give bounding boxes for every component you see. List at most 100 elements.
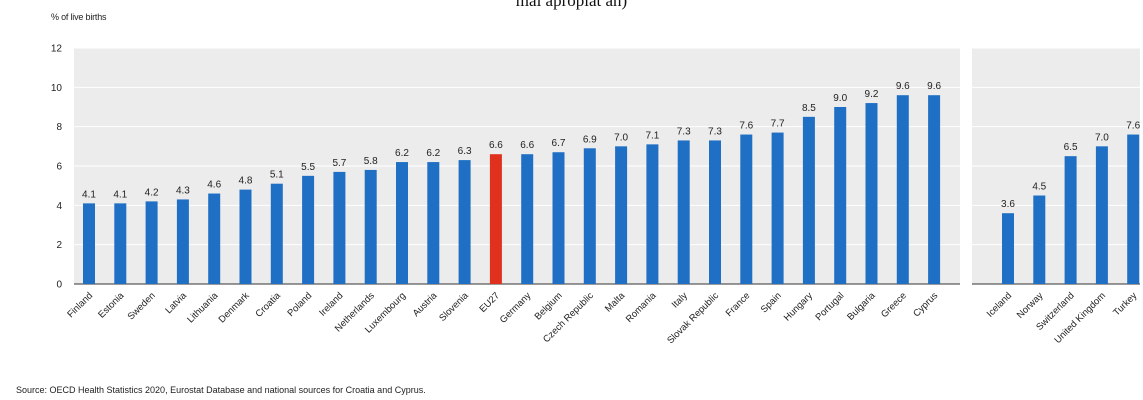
bar-poland xyxy=(302,175,315,284)
bar-greece xyxy=(896,95,909,284)
category-label: Ireland xyxy=(317,290,345,318)
bar-sweden xyxy=(145,201,158,284)
bar-lithuania xyxy=(208,193,221,284)
data-label: 7.1 xyxy=(645,130,659,141)
data-label: 3.6 xyxy=(1001,199,1015,210)
bar-eu27 xyxy=(489,154,502,284)
data-label: 4.5 xyxy=(1032,182,1046,193)
data-label: 7.6 xyxy=(739,121,753,132)
bar-turkey xyxy=(1127,134,1140,284)
bar-switzerland xyxy=(1064,156,1077,284)
category-label: Malta xyxy=(603,290,628,315)
category-label: Norway xyxy=(1015,290,1046,321)
data-label: 6.9 xyxy=(583,134,597,145)
y-tick-label: 2 xyxy=(56,240,62,251)
bar-iceland xyxy=(1002,213,1014,284)
bar-france xyxy=(740,134,753,284)
bar-italy xyxy=(677,140,690,284)
bar-czech-republic xyxy=(583,148,596,284)
category-label: Germany xyxy=(498,290,534,326)
data-label: 4.1 xyxy=(82,189,96,200)
bar-cyprus xyxy=(928,95,941,284)
category-label: EU27 xyxy=(477,290,502,315)
data-label: 8.5 xyxy=(802,103,816,114)
y-tick-label: 4 xyxy=(56,201,62,212)
category-label: Austria xyxy=(411,290,440,319)
category-label: Romania xyxy=(624,290,659,325)
bar-bulgaria xyxy=(865,103,878,284)
data-label: 4.8 xyxy=(239,176,253,187)
data-label: 9.0 xyxy=(833,93,847,104)
data-label: 4.2 xyxy=(145,187,159,198)
category-label: Spain xyxy=(759,290,784,315)
y-tick-label: 12 xyxy=(51,44,63,55)
data-label: 7.3 xyxy=(677,126,691,137)
data-label: 6.3 xyxy=(458,146,472,157)
data-label: 7.3 xyxy=(708,126,722,137)
bar-united-kingdom xyxy=(1095,146,1108,284)
data-label: 9.6 xyxy=(896,81,910,92)
data-label: 4.6 xyxy=(207,180,221,191)
y-tick-label: 0 xyxy=(56,280,62,291)
bar-slovak-republic xyxy=(709,140,721,284)
data-label: 4.3 xyxy=(176,185,190,196)
bar-luxembourg xyxy=(396,162,408,284)
bar-germany xyxy=(521,154,534,284)
data-label: 9.2 xyxy=(865,89,879,100)
bar-austria xyxy=(427,162,440,284)
bar-slovenia xyxy=(458,160,471,284)
bar-estonia xyxy=(114,203,127,284)
top-caption: mai apropiat an) xyxy=(515,0,628,10)
y-tick-label: 6 xyxy=(56,162,62,173)
data-label: 7.0 xyxy=(1095,132,1109,143)
bar-latvia xyxy=(176,199,189,284)
category-label: Croatia xyxy=(253,290,283,320)
bar-romania xyxy=(646,144,659,284)
category-label: Italy xyxy=(670,290,690,310)
data-label: 6.5 xyxy=(1064,142,1078,153)
category-label: Cyprus xyxy=(911,290,940,319)
bar-malta xyxy=(615,146,628,284)
data-label: 6.2 xyxy=(426,148,440,159)
category-label: Portugal xyxy=(814,290,847,323)
category-label: Latvia xyxy=(163,290,189,316)
category-label: Hungary xyxy=(782,290,815,323)
data-label: 5.7 xyxy=(332,158,346,169)
data-label: 6.7 xyxy=(552,138,566,149)
data-label: 9.6 xyxy=(927,81,941,92)
data-label: 5.1 xyxy=(270,170,284,181)
data-label: 7.0 xyxy=(614,132,628,143)
category-label: Lithuania xyxy=(185,290,221,326)
category-label: Greece xyxy=(879,290,909,320)
bar-norway xyxy=(1033,195,1046,284)
y-tick-label: 10 xyxy=(51,83,63,94)
category-label: Slovenia xyxy=(437,290,471,324)
category-label: Sweden xyxy=(126,290,158,322)
source-note: Source: OECD Health Statistics 2020, Eur… xyxy=(16,385,426,395)
category-label: Denmark xyxy=(217,290,252,325)
bar-denmark xyxy=(239,189,252,284)
data-label: 5.8 xyxy=(364,156,378,167)
y-tick-label: 8 xyxy=(56,122,62,133)
data-label: 6.6 xyxy=(489,140,503,151)
data-label: 6.6 xyxy=(520,140,534,151)
bar-belgium xyxy=(552,152,565,284)
bar-netherlands xyxy=(364,169,377,284)
bar-hungary xyxy=(802,116,815,284)
bar-finland xyxy=(83,203,95,284)
category-label: Estonia xyxy=(96,290,127,321)
category-label: Finland xyxy=(65,290,95,320)
bar-croatia xyxy=(270,183,283,284)
category-label: Turkey xyxy=(1111,290,1139,318)
category-label: Iceland xyxy=(985,290,1014,319)
data-label: 7.7 xyxy=(771,119,785,130)
category-label: Bulgaria xyxy=(845,290,878,323)
category-label: Poland xyxy=(286,290,315,319)
y-axis-label: % of live births xyxy=(51,12,107,22)
bar-ireland xyxy=(333,171,346,284)
data-label: 4.1 xyxy=(113,189,127,200)
category-label: France xyxy=(724,290,753,319)
bar-spain xyxy=(771,132,784,284)
data-label: 5.5 xyxy=(301,162,315,173)
